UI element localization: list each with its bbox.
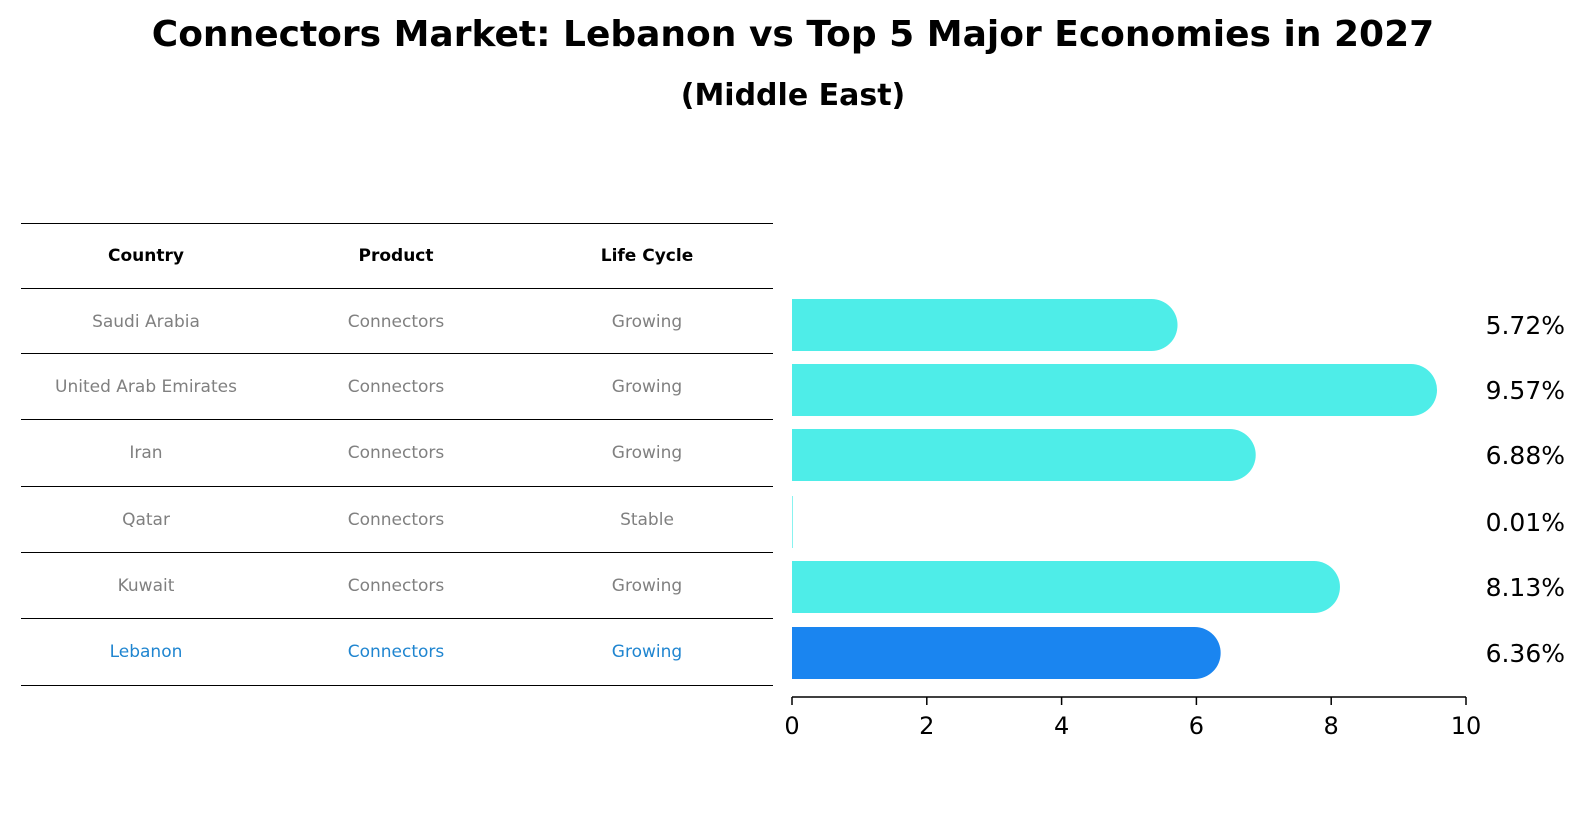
cell-life-cycle: Growing — [611, 642, 683, 662]
table-row: Qatar Connectors Stable — [21, 487, 773, 553]
table-rule — [21, 223, 773, 224]
table-row: Saudi Arabia Connectors Growing — [21, 289, 773, 355]
cell-country: Kuwait — [117, 576, 175, 596]
cell-product: Connectors — [347, 642, 445, 662]
data-label: 6.36% — [1486, 639, 1565, 668]
table-rule — [21, 618, 773, 619]
cell-product: Connectors — [347, 510, 445, 530]
table-rule — [21, 486, 773, 487]
bar-cap — [1125, 299, 1178, 351]
bar — [792, 364, 1412, 416]
bar — [792, 627, 1195, 679]
table-rule — [21, 419, 773, 420]
table-row: United Arab Emirates Connectors Growing — [21, 354, 773, 420]
cell-product: Connectors — [347, 576, 445, 596]
bar — [792, 496, 793, 548]
table-header-row: Country Product Life Cycle — [21, 223, 773, 289]
cell-life-cycle: Stable — [620, 510, 674, 530]
header-product: Product — [358, 246, 434, 266]
x-tick-label: 2 — [919, 712, 934, 740]
data-label: 5.72% — [1486, 311, 1565, 340]
x-tick-label: 10 — [1451, 712, 1482, 740]
bar — [792, 561, 1314, 613]
cell-country: Saudi Arabia — [92, 312, 200, 332]
header-life-cycle: Life Cycle — [600, 246, 694, 266]
bar-cap — [1203, 429, 1256, 481]
bar-cap — [1168, 627, 1221, 679]
table-rule — [21, 353, 773, 354]
x-tick-label: 4 — [1054, 712, 1069, 740]
cell-life-cycle: Growing — [611, 443, 683, 463]
table-rule — [21, 288, 773, 289]
cell-product: Connectors — [347, 312, 445, 332]
cell-country: Qatar — [122, 510, 170, 530]
table-row: Iran Connectors Growing — [21, 420, 773, 486]
x-tick-label: 6 — [1189, 712, 1204, 740]
chart-subtitle: (Middle East) — [680, 78, 906, 113]
bar — [792, 299, 1152, 351]
chart-title: Connectors Market: Lebanon vs Top 5 Majo… — [151, 14, 1435, 55]
table-rule — [21, 685, 773, 686]
cell-country: United Arab Emirates — [55, 377, 237, 397]
data-label: 0.01% — [1486, 508, 1565, 537]
header-country: Country — [108, 246, 184, 266]
cell-product: Connectors — [347, 377, 445, 397]
cell-life-cycle: Growing — [611, 312, 683, 332]
bar-cap — [1385, 364, 1438, 416]
cell-life-cycle: Growing — [611, 576, 683, 596]
table-row-highlight: Lebanon Connectors Growing — [21, 619, 773, 685]
x-tick-label: 0 — [784, 712, 799, 740]
data-label: 6.88% — [1486, 441, 1565, 470]
table-row: Kuwait Connectors Growing — [21, 553, 773, 619]
cell-country: Iran — [129, 443, 163, 463]
cell-product: Connectors — [347, 443, 445, 463]
cell-life-cycle: Growing — [611, 377, 683, 397]
x-tick-label: 8 — [1324, 712, 1339, 740]
bar — [792, 429, 1230, 481]
cell-country: Lebanon — [109, 642, 183, 662]
data-label: 8.13% — [1486, 573, 1565, 602]
data-label: 9.57% — [1486, 376, 1565, 405]
bar-cap — [1287, 561, 1340, 613]
table-rule — [21, 552, 773, 553]
